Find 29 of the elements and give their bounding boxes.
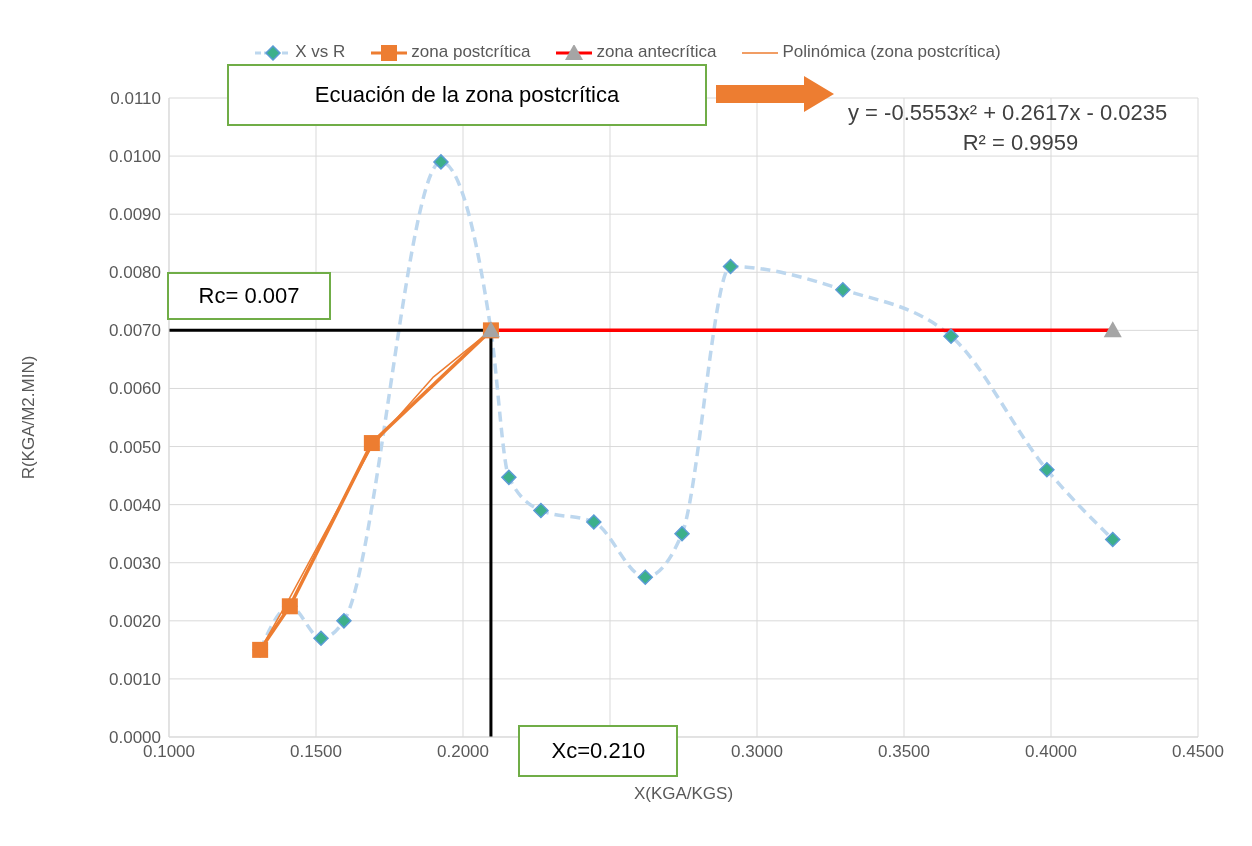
x-tick-label: 0.2000: [437, 742, 489, 762]
y-tick-label: 0.0030: [109, 553, 161, 573]
annotation: R² = 0.9959: [961, 130, 1080, 156]
x-tick-label: 0.1500: [290, 742, 342, 762]
y-tick-label: 0.0050: [109, 437, 161, 457]
text-box: Xc=0.210: [518, 725, 679, 777]
y-axis-title: R(KGA/M2.MIN): [19, 355, 39, 480]
point: [363, 435, 380, 452]
y-tick-label: 0.0100: [109, 147, 161, 167]
x-axis-title: X(KGA/KGS): [633, 784, 734, 803]
legend-label: X vs R: [294, 42, 346, 62]
legend-label: Polinómica (zona postcrítica): [781, 42, 1001, 62]
y-tick-label: 0.0080: [109, 263, 161, 283]
y-tick-label: 0.0090: [109, 205, 161, 225]
y-tick-label: 0.0110: [110, 89, 161, 109]
x-tick-label: 0.3000: [731, 742, 783, 762]
y-tick-label: 0.0060: [109, 379, 161, 399]
x-tick-label: 0.4000: [1025, 742, 1077, 762]
text-box: Rc= 0.007: [167, 272, 331, 321]
y-tick-label: 0.0010: [109, 669, 161, 689]
legend-label: zona antecrítica: [595, 42, 717, 62]
x-tick-label: 0.3500: [878, 742, 930, 762]
x-tick-label: 0.4500: [1172, 742, 1224, 762]
y-tick-label: 0.0040: [109, 495, 161, 515]
legend-label: zona postcrítica: [410, 42, 531, 62]
y-tick-label: 0.0020: [109, 611, 161, 631]
annotation: y = -0.5553x² + 0.2617x - 0.0235: [848, 100, 1168, 126]
text-box: Ecuación de la zona postcrítica: [227, 64, 707, 126]
y-tick-label: 0.0070: [109, 321, 161, 341]
